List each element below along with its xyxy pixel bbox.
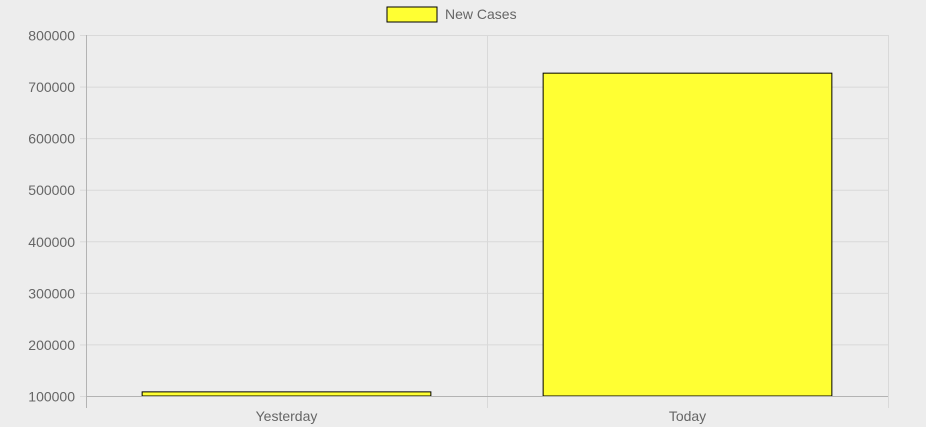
x-tick-label: Today [669, 408, 706, 424]
y-tick-label: 600000 [28, 131, 75, 147]
y-tick-label: 700000 [28, 79, 75, 95]
bar-yesterday[interactable] [141, 391, 432, 397]
bar-today[interactable] [542, 72, 833, 397]
legend-label-new-cases[interactable]: New Cases [445, 6, 517, 22]
y-tick-label: 200000 [28, 337, 75, 353]
y-tick-label: 100000 [28, 389, 75, 405]
x-tick-label: Yesterday [256, 408, 318, 424]
x-axis: Yesterday Today [86, 396, 888, 424]
legend[interactable]: New Cases [386, 6, 517, 23]
y-tick-label: 500000 [28, 182, 75, 198]
y-axis: 800000 700000 600000 500000 400000 300000 2000… [28, 28, 87, 408]
y-tick-label: 800000 [28, 28, 75, 44]
y-tick-label: 300000 [28, 285, 75, 301]
y-tick-label: 400000 [28, 234, 75, 250]
legend-swatch-new-cases[interactable] [386, 6, 438, 23]
grid [86, 35, 889, 408]
